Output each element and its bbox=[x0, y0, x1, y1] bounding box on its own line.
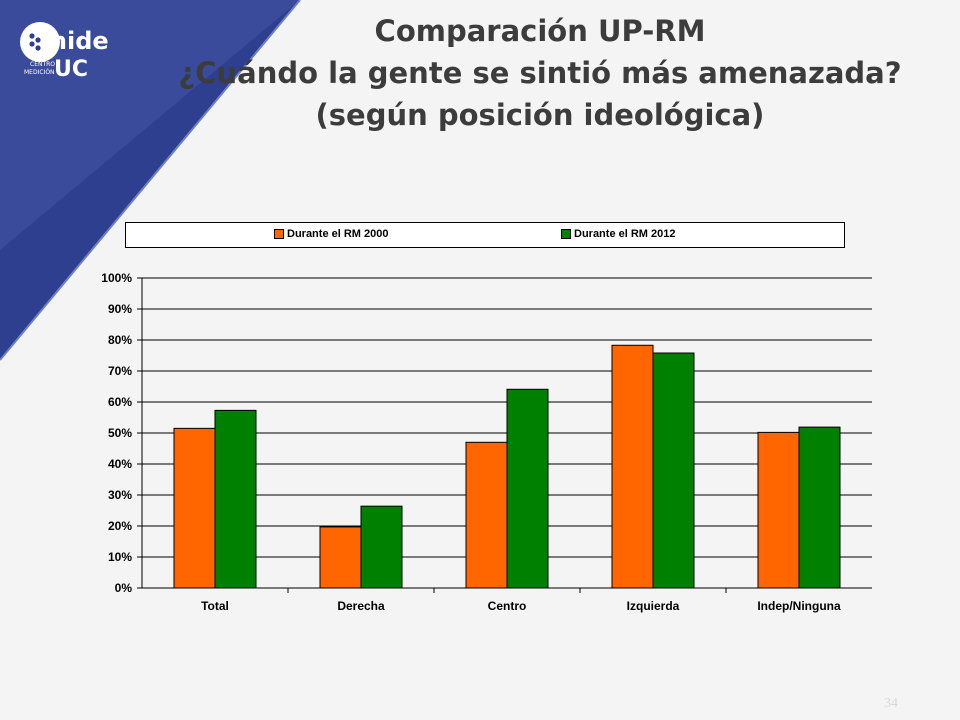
x-tick-label: Centro bbox=[488, 599, 527, 613]
mide-uc-logo: mide UC CENTRO MEDICIÓN bbox=[20, 22, 109, 82]
y-tick-label: 40% bbox=[108, 457, 132, 471]
bar-2012-indep-ninguna bbox=[798, 426, 841, 589]
legend-label-2000: Durante el RM 2000 bbox=[287, 228, 389, 240]
bar-2012-derecha bbox=[360, 505, 403, 589]
title-line-3: (según posición ideológica) bbox=[315, 98, 765, 132]
legend-entry-2012: Durante el RM 2012 bbox=[561, 228, 675, 240]
legend-swatch-2012 bbox=[561, 229, 571, 239]
bar-2012-centro bbox=[506, 388, 549, 589]
legend-label-2012: Durante el RM 2012 bbox=[574, 228, 676, 240]
chart-legend: Durante el RM 2000 Durante el RM 2012 bbox=[125, 222, 845, 248]
logo-name: mide bbox=[42, 27, 109, 55]
y-tick-label: 70% bbox=[108, 364, 132, 378]
bar-2000-indep-ninguna bbox=[757, 431, 800, 589]
bar-2000-total bbox=[173, 427, 216, 589]
y-tick-label: 0% bbox=[115, 581, 133, 595]
slide-title: Comparación UP-RM ¿Cuándo la gente se si… bbox=[150, 10, 930, 136]
page-number: 34 bbox=[884, 696, 898, 711]
y-tick-label: 80% bbox=[108, 333, 132, 347]
y-tick-label: 100% bbox=[101, 271, 132, 285]
x-tick-label: Izquierda bbox=[627, 599, 680, 613]
logo-sub-1: CENTRO bbox=[30, 61, 55, 68]
y-tick-label: 90% bbox=[108, 302, 132, 316]
bar-2012-total bbox=[214, 409, 257, 589]
title-line-1: Comparación UP-RM bbox=[374, 14, 706, 48]
bar-2000-centro bbox=[465, 441, 508, 589]
x-tick-label: Derecha bbox=[337, 599, 385, 613]
bar-2012-izquierda bbox=[652, 352, 695, 589]
legend-swatch-2000 bbox=[274, 229, 284, 239]
title-line-2: ¿Cuándo la gente se sintió más amenazada… bbox=[178, 56, 902, 90]
logo-sub-2: MEDICIÓN bbox=[24, 69, 55, 76]
y-tick-label: 60% bbox=[108, 395, 132, 409]
y-tick-label: 30% bbox=[108, 488, 132, 502]
bar-2000-izquierda bbox=[611, 344, 654, 589]
bar-2000-derecha bbox=[319, 526, 362, 589]
x-tick-label: Indep/Ninguna bbox=[757, 599, 841, 613]
y-tick-label: 50% bbox=[108, 426, 132, 440]
legend-entry-2000: Durante el RM 2000 bbox=[274, 228, 388, 240]
x-tick-label: Total bbox=[201, 599, 229, 613]
logo-uc: UC bbox=[54, 57, 88, 82]
y-tick-label: 20% bbox=[108, 519, 132, 533]
y-tick-label: 10% bbox=[108, 550, 132, 564]
